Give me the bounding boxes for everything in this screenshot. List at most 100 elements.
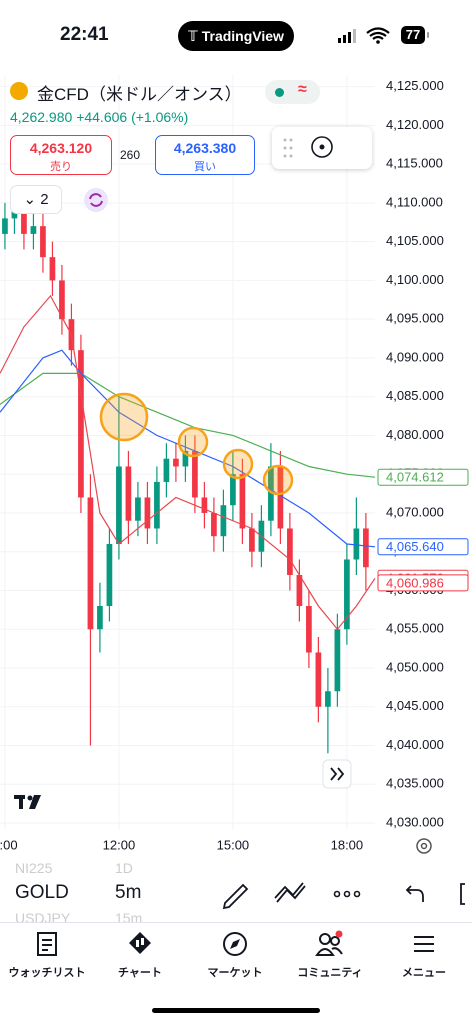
interval-next[interactable]: 15m — [115, 910, 143, 926]
price-label-box — [377, 574, 469, 592]
symbol-next[interactable]: USDJPY — [15, 910, 71, 926]
y-tick-label: 4,110.000 — [386, 194, 443, 209]
x-tick-label: 15:00 — [217, 837, 250, 852]
y-tick-label: 4,050.000 — [386, 659, 444, 674]
candle-body — [78, 350, 84, 498]
candle-body — [211, 512, 217, 537]
candle-body — [201, 497, 208, 513]
price-label-box — [377, 538, 469, 556]
candle-body — [116, 466, 122, 544]
nav-chart[interactable]: チャート — [93, 930, 187, 980]
nav-label: チャート — [118, 967, 162, 979]
divider — [0, 922, 472, 923]
highlights — [99, 392, 294, 496]
y-tick-label: 4,045.000 — [386, 698, 444, 713]
market-dot — [275, 88, 284, 97]
panel-icons — [283, 136, 333, 158]
candle-body — [306, 605, 312, 653]
symbol-prev[interactable]: NI225 — [15, 860, 53, 876]
y-tick-label: 4,035.000 — [386, 776, 444, 791]
nav-icon — [315, 930, 343, 956]
sell-button[interactable]: 4,263.120 売り — [10, 135, 112, 175]
candle-body — [334, 629, 341, 692]
candle-body — [249, 528, 255, 552]
moving-average-line — [0, 294, 376, 631]
buy-button[interactable]: 4,263.380 買い — [155, 135, 255, 175]
y-tick-label: 4,040.000 — [386, 737, 444, 752]
y-tick-label: 4,085.000 — [386, 388, 444, 403]
candle-body — [230, 474, 236, 506]
candle-body — [87, 497, 94, 630]
price-label: 4,065.640 — [386, 539, 444, 554]
y-tick-label: 4,120.000 — [386, 117, 444, 132]
candle-body — [144, 497, 151, 529]
nav-watchlist[interactable]: ウォッチリスト — [0, 930, 94, 980]
nav-icon — [37, 932, 57, 956]
nav-icon — [414, 936, 434, 952]
price-label: 4,060.986 — [386, 575, 444, 590]
sell-label: 売り — [50, 161, 72, 173]
scroll-right-button[interactable] — [322, 759, 352, 789]
x-tick-label: 12:00 — [103, 837, 136, 852]
highlight-circle — [262, 464, 294, 496]
interval-prev[interactable]: 1D — [115, 860, 133, 876]
spread: 260 — [120, 148, 141, 162]
candle-body — [135, 497, 141, 521]
nav-label: メニュー — [402, 967, 446, 979]
y-tick-label: 4,095.000 — [386, 311, 444, 326]
candle-body — [277, 466, 284, 529]
app-pill: 𝕋 TradingView — [178, 21, 294, 51]
buy-price: 4,263.380 — [173, 140, 237, 156]
y-tick-label: 4,100.000 — [386, 272, 444, 287]
settings-icon[interactable] — [416, 838, 432, 854]
symbol-current[interactable]: GOLD — [15, 882, 69, 903]
quote-line: 4,262.980 +44.606 (+1.06%) — [10, 109, 188, 125]
chart: 4,125.000 4,120.000 4,115.000 4,110.000 4,10… — [0, 75, 469, 854]
layout-button[interactable]: ⌄ 2 — [10, 185, 62, 214]
candle-body — [163, 458, 170, 482]
sync-icon[interactable] — [83, 187, 109, 213]
candle-body — [353, 528, 360, 560]
y-tick-label: 4,105.000 — [386, 233, 444, 248]
nav-label: コミュニティ — [297, 967, 363, 979]
status-time: 22:41 — [60, 24, 109, 45]
y-tick-label: 4,080.000 — [386, 427, 444, 442]
y-tick-label: 4,115.000 — [386, 156, 443, 171]
price-label: 4,074.612 — [386, 470, 444, 485]
y-tick-label: 4,030.000 — [386, 814, 444, 829]
y-tick-label: 4,055.000 — [386, 621, 444, 636]
candle-body — [220, 505, 227, 537]
candle-body — [296, 574, 303, 606]
symbol-name[interactable]: 金CFD（米ドル／オンス） — [37, 85, 242, 104]
tv-logo — [14, 795, 41, 809]
candle-body — [125, 466, 132, 521]
sell-price: 4,263.120 — [29, 140, 93, 156]
nav-market[interactable]: マーケット — [188, 930, 282, 980]
candle-body — [21, 202, 27, 234]
layout-count: 2 — [40, 191, 49, 208]
x-tick-label: 18:00 — [331, 837, 364, 852]
status-icons — [338, 27, 390, 44]
candle-body — [182, 450, 189, 467]
price-change: +44.606 (+1.06%) — [76, 109, 189, 125]
gold-icon — [10, 82, 28, 100]
y-tick-label: 4,090.000 — [386, 349, 444, 364]
delay-icon: ≈ — [298, 81, 307, 98]
nav-menu[interactable]: メニュー — [377, 930, 471, 980]
status-toggle[interactable]: ≈ — [265, 80, 320, 104]
candle-body — [97, 605, 103, 630]
battery: 77 — [401, 26, 425, 44]
candle-body — [239, 474, 246, 529]
tool-icons[interactable] — [215, 878, 472, 910]
interval-current[interactable]: 5m — [115, 882, 142, 903]
app-name: TradingView — [201, 28, 284, 44]
floating-panel — [272, 127, 372, 169]
nav-community[interactable]: コミュニティ — [283, 930, 377, 980]
battery-tip — [427, 32, 429, 38]
candle-body — [49, 257, 56, 281]
candle-body — [363, 528, 369, 568]
candle-body — [344, 559, 350, 630]
candle-body — [268, 466, 274, 521]
candle-body — [30, 226, 37, 234]
